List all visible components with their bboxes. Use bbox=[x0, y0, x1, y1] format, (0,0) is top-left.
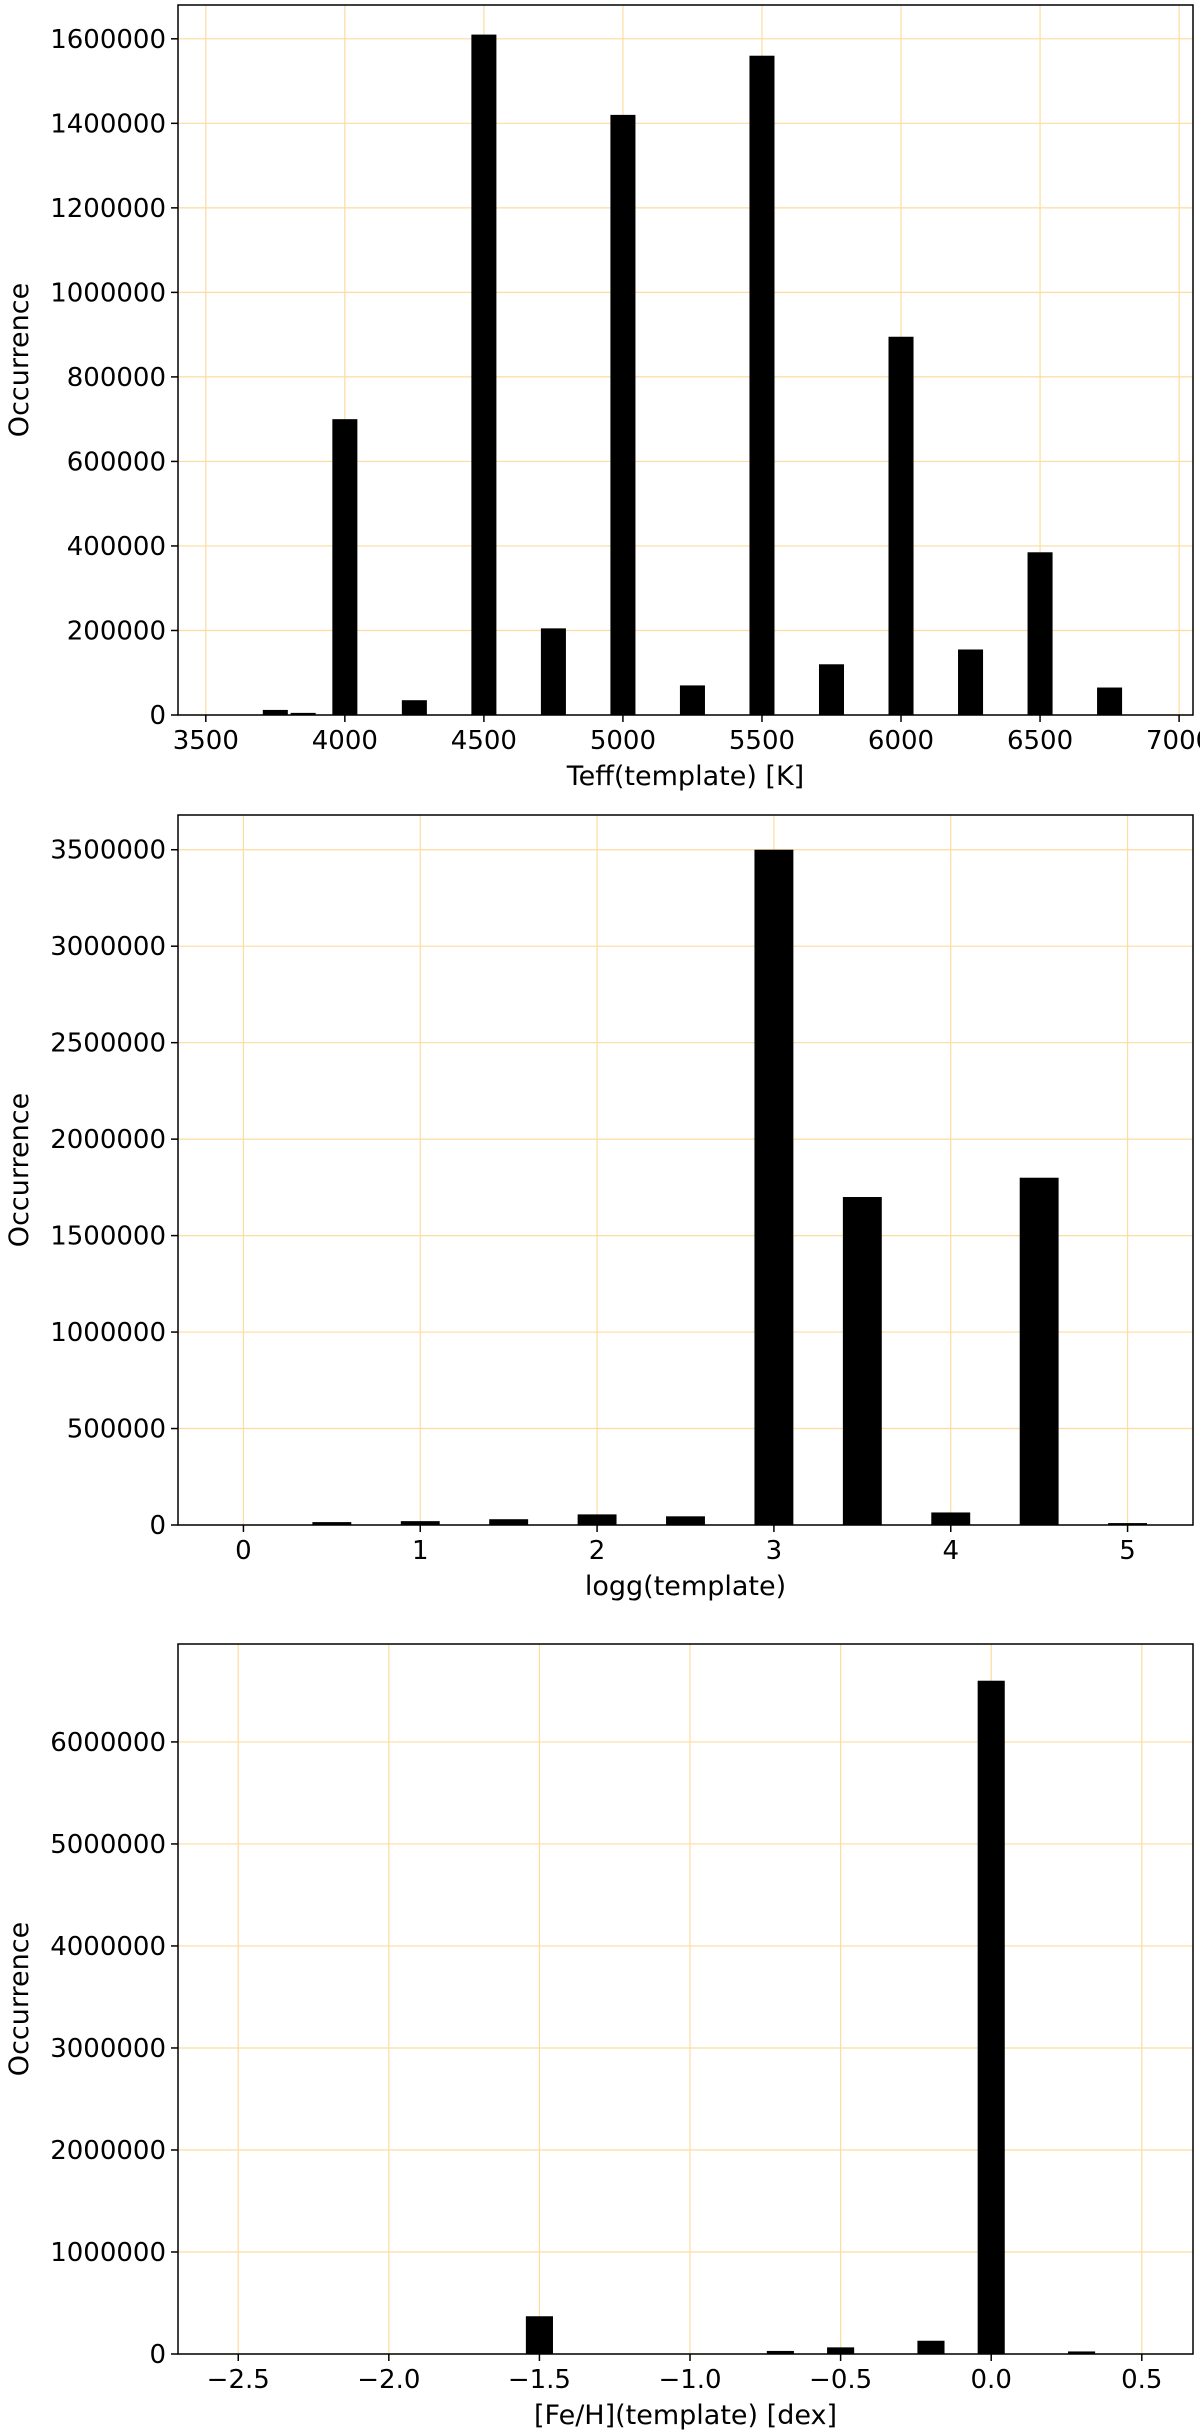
bar bbox=[489, 1519, 529, 1525]
x-axis-label: Teff(template) [K] bbox=[566, 761, 804, 792]
y-tick-label: 1200000 bbox=[50, 194, 166, 224]
grid bbox=[178, 1644, 1193, 2355]
x-tick-label: 4000 bbox=[312, 726, 378, 756]
bar bbox=[766, 2350, 794, 2354]
y-tick-label: 1400000 bbox=[50, 109, 166, 139]
bars bbox=[262, 34, 1123, 716]
y-tick-label: 400000 bbox=[67, 532, 166, 562]
plot-frame bbox=[177, 814, 1194, 1526]
bar bbox=[400, 1521, 440, 1525]
bar bbox=[262, 709, 288, 715]
x-tick-label: −1.5 bbox=[508, 2365, 571, 2395]
y-tick-label: 200000 bbox=[67, 616, 166, 646]
plot-frame bbox=[177, 4, 1194, 716]
bar bbox=[749, 55, 775, 715]
bar bbox=[401, 700, 427, 715]
y-tick-label: 1000000 bbox=[50, 278, 166, 308]
y-tick-label: 4000000 bbox=[50, 1932, 166, 1962]
bar bbox=[977, 1680, 1005, 2354]
logg-histogram: 0 1 2 3 4 5 0 500000 1000000 1500000 2000000 250000… bbox=[4, 814, 1194, 1602]
x-tick-label: 5 bbox=[1119, 1536, 1136, 1566]
bar bbox=[958, 649, 984, 715]
x-tick-label: 0 bbox=[235, 1536, 252, 1566]
x-tick-label: −2.5 bbox=[207, 2365, 270, 2395]
y-tick-label: 800000 bbox=[67, 363, 166, 393]
bar bbox=[525, 2316, 553, 2354]
bar bbox=[666, 1516, 705, 1525]
bars bbox=[312, 849, 1148, 1525]
bar bbox=[1068, 2351, 1096, 2354]
bar bbox=[917, 2340, 945, 2354]
y-tick-label: 0 bbox=[149, 2340, 166, 2370]
plot-frame bbox=[177, 1643, 1194, 2355]
y-tick-label: 0 bbox=[149, 1511, 166, 1541]
x-tick-label: 4 bbox=[942, 1536, 959, 1566]
bars bbox=[525, 1680, 1096, 2354]
x-tick-label: 3 bbox=[766, 1536, 783, 1566]
x-tick-label: 2 bbox=[589, 1536, 606, 1566]
bar bbox=[888, 336, 914, 715]
x-tick-label: −0.5 bbox=[809, 2365, 872, 2395]
x-tick-label: 3500 bbox=[173, 726, 239, 756]
y-tick-label: 1600000 bbox=[50, 25, 166, 55]
y-ticks: 0 500000 1000000 1500000 2000000 2500000 30000… bbox=[50, 836, 178, 1541]
x-ticks: 0 1 2 3 4 5 bbox=[235, 1525, 1136, 1566]
bar bbox=[1108, 1523, 1148, 1525]
bar bbox=[1097, 687, 1123, 715]
y-tick-label: 1000000 bbox=[50, 1318, 166, 1348]
bar bbox=[1019, 1177, 1059, 1525]
x-tick-label: 6000 bbox=[868, 726, 934, 756]
bar bbox=[679, 685, 705, 715]
x-tick-label: 5500 bbox=[729, 726, 795, 756]
x-tick-label: 5000 bbox=[590, 726, 656, 756]
bar bbox=[540, 628, 566, 715]
y-tick-label: 2500000 bbox=[50, 1029, 166, 1059]
y-tick-label: 3000000 bbox=[50, 2034, 166, 2064]
y-tick-label: 5000000 bbox=[50, 1830, 166, 1860]
x-axis-label: [Fe/H](template) [dex] bbox=[534, 2400, 837, 2430]
x-tick-label: −2.0 bbox=[357, 2365, 420, 2395]
x-tick-label: 4500 bbox=[451, 726, 517, 756]
y-tick-label: 600000 bbox=[67, 447, 166, 477]
y-tick-label: 1500000 bbox=[50, 1222, 166, 1252]
y-tick-label: 6000000 bbox=[50, 1728, 166, 1758]
x-ticks: −2.5 −2.0 −1.5 −1.0 −0.5 0.0 0.5 bbox=[207, 2354, 1162, 2395]
y-tick-label: 2000000 bbox=[50, 1125, 166, 1155]
bar bbox=[312, 1522, 352, 1525]
bar bbox=[610, 114, 636, 715]
bar bbox=[332, 419, 358, 715]
y-ticks: 0 1000000 2000000 3000000 4000000 5000000 6000… bbox=[50, 1728, 178, 2370]
x-tick-label: 0.0 bbox=[971, 2365, 1012, 2395]
bar bbox=[577, 1514, 617, 1525]
y-tick-label: 500000 bbox=[67, 1415, 166, 1445]
bar bbox=[471, 34, 497, 716]
bar bbox=[818, 664, 845, 715]
bar bbox=[1027, 552, 1053, 715]
y-axis-label: Occurrence bbox=[4, 1093, 35, 1247]
y-tick-label: 2000000 bbox=[50, 2136, 166, 2166]
y-axis-label: Occurrence bbox=[4, 1922, 35, 2076]
bar bbox=[842, 1197, 882, 1525]
y-axis-label: Occurrence bbox=[4, 283, 35, 437]
y-ticks: 0 200000 400000 600000 800000 1000000 1200000 1… bbox=[50, 25, 178, 731]
bar bbox=[754, 849, 794, 1525]
x-tick-label: 0.5 bbox=[1121, 2365, 1162, 2395]
bar bbox=[931, 1512, 971, 1525]
y-tick-label: 3000000 bbox=[50, 932, 166, 962]
bar bbox=[290, 712, 316, 715]
bar bbox=[827, 2347, 855, 2354]
y-tick-label: 1000000 bbox=[50, 2238, 166, 2268]
x-tick-label: 6500 bbox=[1007, 726, 1073, 756]
y-tick-label: 0 bbox=[149, 701, 166, 731]
x-axis-label: logg(template) bbox=[585, 1571, 786, 1602]
x-tick-label: 1 bbox=[412, 1536, 429, 1566]
feh-histogram: −2.5 −2.0 −1.5 −1.0 −0.5 0.0 0.5 0 1000000 200000… bbox=[4, 1643, 1194, 2430]
y-tick-label: 3500000 bbox=[50, 836, 166, 866]
x-tick-label: −1.0 bbox=[658, 2365, 721, 2395]
